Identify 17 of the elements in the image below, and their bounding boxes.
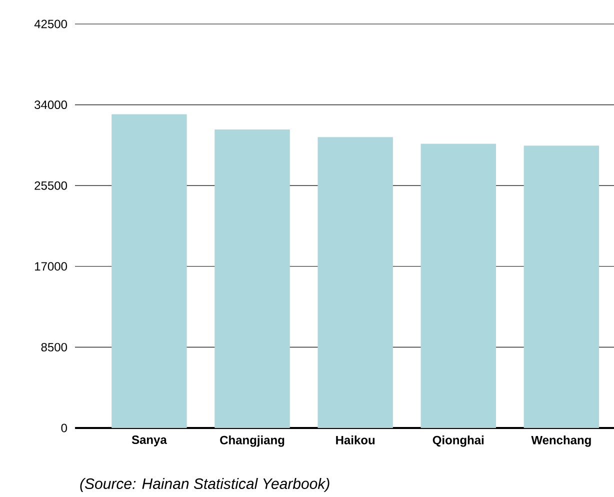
- x-tick-label: Sanya: [132, 436, 167, 446]
- bar: [214, 130, 290, 428]
- text: (Source: Hainan Statistical Yearbook): [80, 478, 330, 492]
- x-tick-label: Qionghai: [432, 436, 484, 447]
- x-tick-label: Wenchang: [531, 436, 591, 447]
- y-tick-label: 0: [61, 424, 68, 432]
- bar: [318, 137, 393, 428]
- y-tick-label: 25500: [34, 181, 67, 190]
- y-tick-label: 8500: [41, 342, 67, 352]
- y-tick-label: 17000: [35, 262, 67, 271]
- bar: [420, 144, 496, 428]
- y-tick-label: 34000: [34, 100, 67, 110]
- x-tick-label: Haikou: [336, 436, 375, 444]
- x-tick-label: Changjiang: [220, 436, 284, 447]
- bar: [524, 146, 600, 428]
- bar: [112, 114, 187, 428]
- y-tick-label: 42500: [34, 20, 67, 28]
